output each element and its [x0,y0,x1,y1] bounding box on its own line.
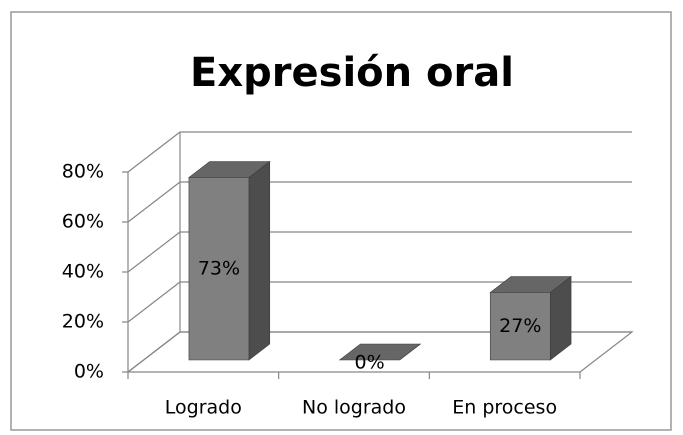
x-tick-label: No logrado [302,397,406,419]
bar-side [248,160,271,361]
bar-front [188,177,250,361]
grid-line [127,231,632,273]
bar-top [338,343,422,361]
grid-line [127,331,632,373]
bar [489,275,572,361]
value-label: 73% [198,257,240,279]
bar-front [489,292,551,361]
y-tick-label: 40% [62,261,104,283]
x-tick-label: Logrado [165,397,242,419]
y-tick-label: 20% [62,311,104,333]
grid-line [127,181,632,223]
bar [188,160,271,361]
grid-line [127,281,632,323]
y-tick-label: 60% [62,211,104,233]
value-label: 0% [355,352,385,374]
x-tick-label: En proceso [452,397,557,419]
chart-title: Expresión oral [190,50,514,96]
grid-line [127,131,632,173]
bar [338,343,422,361]
y-tick-label: 0% [74,361,104,383]
value-label: 27% [499,315,541,337]
y-tick-label: 80% [62,161,104,183]
chart-border [10,11,672,431]
